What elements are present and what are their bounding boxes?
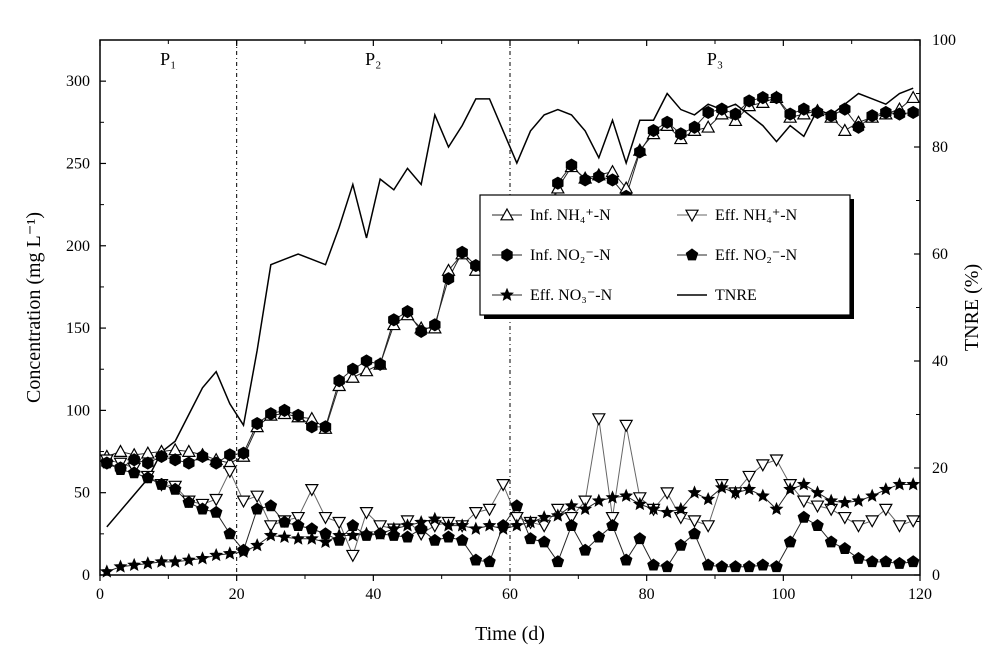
legend-label-eff_no2: Eff. NO₂⁻-N <box>715 247 798 264</box>
yl-tick-label: 200 <box>66 238 90 255</box>
yl-tick-label: 300 <box>66 73 90 90</box>
legend-label-inf_nh4: Inf. NH₄⁺-N <box>530 207 611 224</box>
yl-tick-label: 0 <box>82 567 90 584</box>
x-tick-label: 60 <box>502 586 518 603</box>
yr-tick-label: 40 <box>932 353 948 370</box>
legend-label-eff_no3: Eff. NO₃⁻-N <box>530 287 613 304</box>
y-left-axis-label: Concentration (mg L⁻¹) <box>23 212 45 403</box>
yl-tick-label: 150 <box>66 320 90 337</box>
x-axis-label: Time (d) <box>475 623 545 645</box>
x-tick-label: 100 <box>771 586 795 603</box>
x-tick-label: 0 <box>96 586 104 603</box>
yl-tick-label: 250 <box>66 155 90 172</box>
yr-tick-label: 100 <box>932 32 956 49</box>
legend-label-eff_nh4: Eff. NH₄⁺-N <box>715 207 798 224</box>
nitrogen-removal-chart: 0204060801001200501001502002503000204060… <box>0 0 1000 660</box>
x-tick-label: 80 <box>639 586 655 603</box>
yr-tick-label: 80 <box>932 139 948 156</box>
y-right-axis-label: TNRE (%) <box>961 264 983 351</box>
phase-label: P₃ <box>707 49 723 69</box>
phase-label: P₂ <box>365 49 381 69</box>
x-tick-label: 40 <box>365 586 381 603</box>
yl-tick-label: 100 <box>66 402 90 419</box>
yr-tick-label: 60 <box>932 246 948 263</box>
legend-label-inf_no2: Inf. NO₂⁻-N <box>530 247 611 264</box>
x-tick-label: 20 <box>229 586 245 603</box>
x-tick-label: 120 <box>908 586 932 603</box>
yr-tick-label: 20 <box>932 460 948 477</box>
yr-tick-label: 0 <box>932 567 940 584</box>
phase-label: P₁ <box>160 49 176 69</box>
yl-tick-label: 50 <box>74 485 90 502</box>
legend-label-tnre: TNRE <box>715 287 757 304</box>
